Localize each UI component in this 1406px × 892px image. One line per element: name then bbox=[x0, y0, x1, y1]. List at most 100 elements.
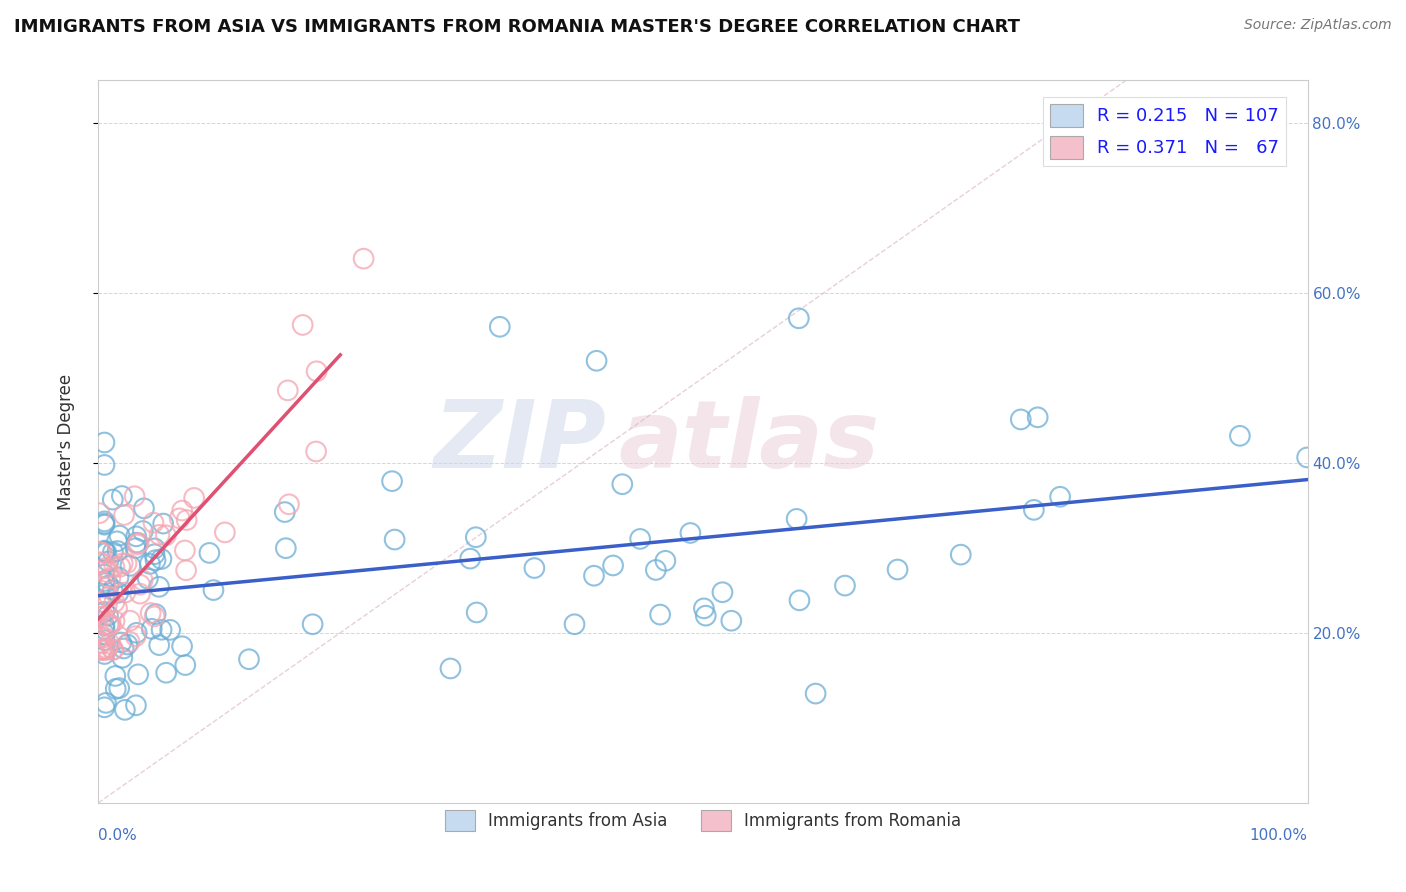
Point bbox=[789, 593, 811, 607]
Point bbox=[98, 637, 121, 651]
Point bbox=[150, 552, 173, 566]
Point bbox=[143, 547, 166, 561]
Point bbox=[96, 641, 118, 656]
Point bbox=[93, 700, 115, 714]
Text: 100.0%: 100.0% bbox=[1250, 828, 1308, 843]
Point bbox=[381, 474, 404, 488]
Point bbox=[111, 489, 134, 503]
Point bbox=[93, 574, 115, 588]
Point bbox=[89, 555, 111, 569]
Point bbox=[886, 562, 908, 576]
Point bbox=[91, 631, 114, 645]
Text: ZIP: ZIP bbox=[433, 395, 606, 488]
Point bbox=[124, 629, 146, 643]
Point bbox=[103, 642, 125, 657]
Point bbox=[238, 652, 260, 666]
Point bbox=[214, 525, 236, 540]
Point bbox=[170, 639, 193, 653]
Point bbox=[125, 535, 148, 549]
Point bbox=[94, 581, 117, 595]
Point bbox=[1049, 490, 1071, 504]
Point bbox=[155, 665, 177, 680]
Point bbox=[87, 610, 110, 624]
Point bbox=[612, 477, 634, 491]
Point bbox=[274, 505, 297, 519]
Point bbox=[90, 642, 112, 657]
Point bbox=[139, 606, 162, 620]
Point bbox=[93, 619, 115, 633]
Point bbox=[564, 617, 586, 632]
Point bbox=[1022, 503, 1045, 517]
Point bbox=[523, 561, 546, 575]
Point bbox=[101, 492, 124, 507]
Text: IMMIGRANTS FROM ASIA VS IMMIGRANTS FROM ROMANIA MASTER'S DEGREE CORRELATION CHAR: IMMIGRANTS FROM ASIA VS IMMIGRANTS FROM … bbox=[14, 18, 1021, 36]
Point bbox=[131, 574, 153, 588]
Point bbox=[93, 609, 115, 624]
Point bbox=[94, 560, 117, 574]
Point bbox=[278, 497, 301, 511]
Point bbox=[97, 578, 120, 592]
Point bbox=[120, 558, 142, 573]
Point bbox=[1229, 429, 1251, 443]
Point bbox=[93, 647, 115, 661]
Point bbox=[159, 623, 181, 637]
Point bbox=[202, 583, 225, 598]
Text: Source: ZipAtlas.com: Source: ZipAtlas.com bbox=[1244, 18, 1392, 32]
Point bbox=[301, 617, 323, 632]
Point bbox=[124, 489, 146, 503]
Point bbox=[1010, 412, 1032, 426]
Point bbox=[145, 553, 167, 567]
Text: atlas: atlas bbox=[619, 395, 880, 488]
Point bbox=[384, 533, 406, 547]
Point bbox=[720, 614, 742, 628]
Point bbox=[125, 698, 148, 713]
Point bbox=[834, 578, 856, 592]
Point bbox=[464, 530, 486, 544]
Point bbox=[693, 601, 716, 615]
Point bbox=[97, 608, 120, 623]
Point bbox=[94, 696, 117, 710]
Point bbox=[98, 617, 121, 632]
Point bbox=[93, 516, 115, 531]
Point bbox=[104, 669, 127, 683]
Point bbox=[108, 559, 131, 574]
Point bbox=[93, 458, 115, 472]
Point bbox=[93, 435, 115, 450]
Point bbox=[98, 572, 121, 586]
Point bbox=[125, 625, 148, 640]
Point bbox=[93, 543, 115, 558]
Point bbox=[104, 681, 127, 696]
Point bbox=[97, 554, 120, 568]
Point bbox=[786, 512, 808, 526]
Point bbox=[148, 638, 170, 652]
Point bbox=[108, 528, 131, 542]
Point bbox=[93, 515, 115, 529]
Point bbox=[94, 544, 117, 558]
Point bbox=[1026, 410, 1049, 425]
Point bbox=[97, 618, 120, 632]
Point bbox=[100, 618, 122, 632]
Point bbox=[93, 627, 115, 641]
Point bbox=[305, 364, 328, 378]
Point bbox=[111, 650, 134, 665]
Point bbox=[114, 585, 136, 599]
Point bbox=[108, 681, 131, 695]
Point bbox=[89, 631, 111, 645]
Point bbox=[89, 635, 111, 649]
Point bbox=[101, 545, 124, 559]
Point bbox=[169, 511, 191, 525]
Point bbox=[174, 658, 197, 673]
Point bbox=[114, 703, 136, 717]
Point bbox=[136, 572, 159, 586]
Point bbox=[107, 570, 129, 584]
Point bbox=[585, 353, 607, 368]
Point bbox=[173, 543, 195, 558]
Point bbox=[103, 560, 125, 574]
Point bbox=[602, 558, 624, 573]
Point bbox=[274, 541, 297, 556]
Point bbox=[787, 311, 810, 326]
Point bbox=[93, 567, 115, 582]
Point bbox=[582, 568, 605, 582]
Point bbox=[949, 548, 972, 562]
Point bbox=[439, 661, 461, 675]
